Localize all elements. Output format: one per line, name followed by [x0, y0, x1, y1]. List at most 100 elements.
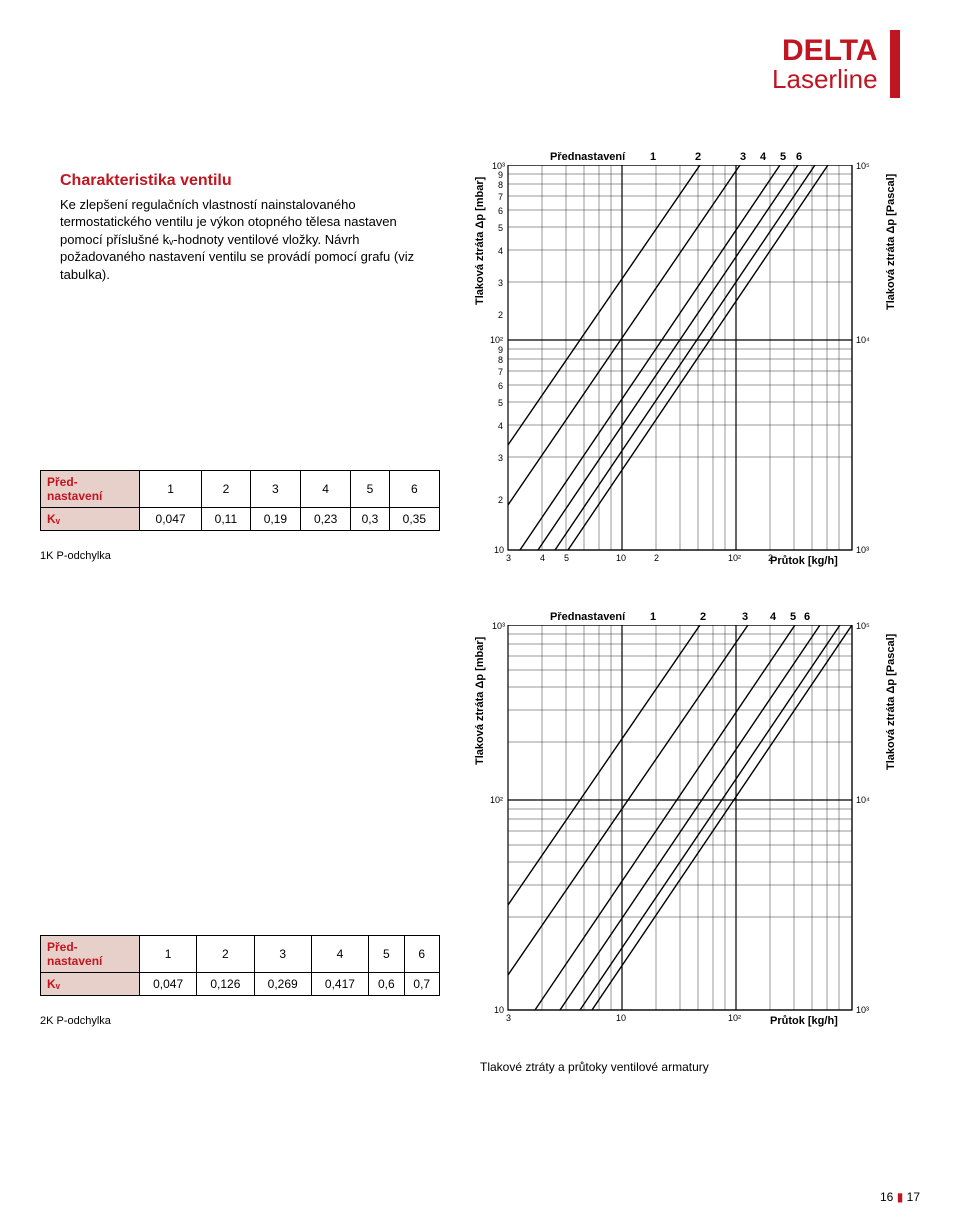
chart1-rtick-m9: 10³: [856, 545, 869, 555]
chart1-ltick-2: 8: [498, 180, 503, 190]
bottom-caption: Tlakové ztráty a průtoky ventilové armat…: [480, 1060, 709, 1074]
chart1-preset-3: 3: [740, 151, 746, 163]
chart2-ylabel-right: Tlaková ztráta Δp [Pascal]: [885, 634, 897, 770]
chart2-rtick-m9: 10³: [856, 1005, 869, 1015]
brand-bar-icon: [890, 30, 900, 98]
chart1-ltick-m7: 3: [498, 453, 503, 463]
chart1-xtick-6: 10: [616, 553, 626, 563]
chart1-ltick-m6: 4: [498, 421, 503, 431]
chart1-preset-6: 6: [796, 151, 802, 163]
table1-r2-v3: 0,23: [301, 508, 351, 531]
chart1-ltick-m8: 2: [498, 495, 503, 505]
table2-r2-v0: 0,047: [140, 973, 197, 996]
section-title: Charakteristika ventilu: [60, 170, 440, 192]
chart1-ltick-5: 5: [498, 223, 503, 233]
chart1-rtick-0: 10⁵: [856, 161, 870, 171]
table2-r1-v3: 4: [311, 936, 368, 973]
table1-r1-v1: 2: [202, 471, 251, 508]
table1-r2-v0: 0,047: [140, 508, 202, 531]
table1-r2-label: Kᵥ: [41, 508, 140, 531]
chart1-svg: [480, 165, 880, 565]
page-sep-icon: ▮: [897, 1190, 907, 1204]
intro-text: Ke zlepšení regulačních vlastností nains…: [60, 196, 440, 284]
brand-top: DELTA: [782, 34, 878, 67]
chart2-xtick-0: 3: [506, 1013, 511, 1023]
table2-note: 2K P-odchylka: [40, 1015, 111, 1027]
table1-r2-v5: 0,35: [389, 508, 439, 531]
table-row: Kᵥ 0,047 0,11 0,19 0,23 0,3 0,35: [41, 508, 440, 531]
table2-r1-v4: 5: [369, 936, 404, 973]
chart2-preset-2: 2: [700, 611, 706, 623]
table2-r2-v2: 0,269: [254, 973, 311, 996]
table2-r1-v1: 2: [197, 936, 254, 973]
chart1-ltick-m9: 10: [494, 545, 504, 555]
table-row: Kᵥ 0,047 0,126 0,269 0,417 0,6 0,7: [41, 973, 440, 996]
chart1-ltick-6: 4: [498, 246, 503, 256]
chart1-ltick-4: 6: [498, 206, 503, 216]
table1-r2-v2: 0,19: [250, 508, 300, 531]
table1-note: 1K P-odchylka: [40, 550, 111, 562]
chart2-xtick-14: 10²: [728, 1013, 741, 1023]
chart-2: Tlaková ztráta Δp [mbar] Přednastavení 1…: [480, 625, 880, 1025]
table1-r1-v0: 1: [140, 471, 202, 508]
chart2-ltick-m9: 10: [494, 1005, 504, 1015]
chart2-xtick-6: 10: [616, 1013, 626, 1023]
table2-r2-v3: 0,417: [311, 973, 368, 996]
chart1-preset-label: Přednastavení: [550, 151, 625, 163]
chart1-ltick-7: 3: [498, 278, 503, 288]
chart1-ltick-m2: 8: [498, 355, 503, 365]
chart1-ylabel-left: Tlaková ztráta Δp [mbar]: [474, 177, 486, 305]
table2-r2-v4: 0,6: [369, 973, 404, 996]
table-row: Před- nastavení 1 2 3 4 5 6: [41, 936, 440, 973]
page-number: 16 ▮ 17: [880, 1190, 920, 1204]
chart2-ltick-0: 10³: [492, 621, 505, 631]
table1-r1-v5: 6: [389, 471, 439, 508]
chart2-xlabel: Průtok [kg/h]: [770, 1015, 838, 1027]
chart1-rtick-m0: 10⁴: [856, 335, 870, 345]
chart2-ylabel-left: Tlaková ztráta Δp [mbar]: [474, 637, 486, 765]
chart2-preset-5: 5: [790, 611, 796, 623]
chart1-ltick-m5: 5: [498, 398, 503, 408]
chart1-xtick-7: 2: [654, 553, 659, 563]
chart1-preset-1: 1: [650, 151, 656, 163]
table1-r1-v2: 3: [250, 471, 300, 508]
chart1-ltick-m0: 10²: [490, 335, 503, 345]
table1-r1-label: Před- nastavení: [41, 471, 140, 508]
chart1-ltick-8: 2: [498, 310, 503, 320]
chart2-ltick-m0: 10²: [490, 795, 503, 805]
chart2-preset-3: 3: [742, 611, 748, 623]
chart1-preset-5: 5: [780, 151, 786, 163]
chart1-preset-2: 2: [695, 151, 701, 163]
chart1-ltick-m1: 9: [498, 345, 503, 355]
brand-sub: Laserline: [772, 64, 878, 94]
table2-r1-v2: 3: [254, 936, 311, 973]
chart2-preset-6: 6: [804, 611, 810, 623]
chart2-rtick-m0: 10⁴: [856, 795, 870, 805]
chart1-xtick-1: 4: [540, 553, 545, 563]
chart1-preset-4: 4: [760, 151, 766, 163]
table2-r2-v1: 0,126: [197, 973, 254, 996]
table2-r1-label: Před- nastavení: [41, 936, 140, 973]
table-row: Před- nastavení 1 2 3 4 5 6: [41, 471, 440, 508]
page-b: 17: [907, 1190, 920, 1204]
chart1-xtick-14: 10²: [728, 553, 741, 563]
table1-r2-v4: 0,3: [351, 508, 389, 531]
chart1-ltick-1: 9: [498, 170, 503, 180]
table2-r2-v5: 0,7: [404, 973, 439, 996]
page-a: 16: [880, 1190, 893, 1204]
chart2-preset-label: Přednastavení: [550, 611, 625, 623]
chart2-preset-4: 4: [770, 611, 776, 623]
chart2-preset-1: 1: [650, 611, 656, 623]
table2-r2-label: Kᵥ: [41, 973, 140, 996]
chart1-ltick-3: 7: [498, 192, 503, 202]
brand-header: DELTA Laserline: [772, 30, 900, 98]
chart1-xtick-15: 2: [768, 553, 773, 563]
chart1-ltick-m3: 7: [498, 367, 503, 377]
table1-r1-v4: 5: [351, 471, 389, 508]
chart1-xtick-2: 5: [564, 553, 569, 563]
intro-block: Charakteristika ventilu Ke zlepšení regu…: [60, 170, 440, 283]
chart2-svg: [480, 625, 880, 1025]
chart1-xtick-0: 3: [506, 553, 511, 563]
table2-r1-v5: 6: [404, 936, 439, 973]
table1-r2-v1: 0,11: [202, 508, 251, 531]
